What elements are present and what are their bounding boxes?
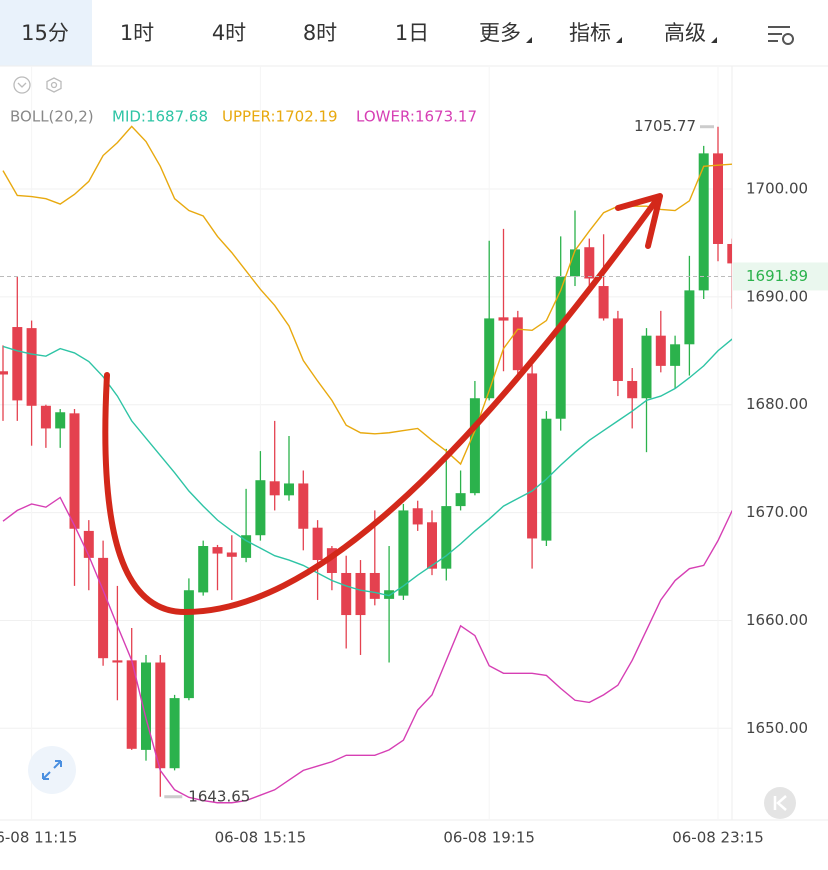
candle-body xyxy=(55,412,66,429)
candle-body xyxy=(284,483,294,496)
y-tick-label: 1660.00 xyxy=(746,611,808,629)
candle-body xyxy=(713,153,723,244)
candle-body xyxy=(455,493,466,507)
candle-body xyxy=(169,698,180,769)
boll-line xyxy=(2,496,732,804)
x-tick-label: 06-08 23:15 xyxy=(672,829,764,847)
tab[interactable]: 1时 xyxy=(120,21,154,45)
candle-body xyxy=(198,546,209,593)
candle-body xyxy=(484,318,495,399)
candle-body xyxy=(183,590,194,699)
candle-body xyxy=(26,328,37,406)
tab[interactable]: 更多 xyxy=(479,21,521,45)
x-tick-label: 06-08 15:15 xyxy=(215,829,307,847)
candle-body xyxy=(727,243,732,264)
candle-body xyxy=(312,527,323,561)
trend-arrow xyxy=(102,195,661,616)
candle-body xyxy=(655,335,666,366)
y-tick-label: 1650.00 xyxy=(746,719,808,737)
legend-entry: MID:1687.68 xyxy=(112,108,208,126)
tab[interactable]: 4时 xyxy=(212,21,246,45)
panel-icons[interactable] xyxy=(13,76,62,94)
candle-body xyxy=(298,483,309,529)
candle-body xyxy=(83,530,94,558)
candle-body xyxy=(369,572,380,599)
min-label: 1643.65 xyxy=(188,787,250,805)
candle-body xyxy=(627,380,638,399)
candle-body xyxy=(570,249,580,277)
back-to-latest-button[interactable] xyxy=(764,787,796,819)
last-price-tag xyxy=(733,262,828,291)
candle-body xyxy=(641,335,652,399)
candle-body xyxy=(412,508,423,525)
x-tick-label: 06-08 19:15 xyxy=(443,829,535,847)
candle-body xyxy=(612,318,623,381)
candle-body xyxy=(355,572,366,616)
candle-body xyxy=(112,660,123,663)
x-tick-label: 06-08 11:15 xyxy=(0,829,77,847)
settings-icon[interactable] xyxy=(768,26,794,45)
boll-line xyxy=(2,125,732,466)
candle-body xyxy=(384,590,395,599)
dropdown-caret xyxy=(711,37,717,43)
expand-button[interactable] xyxy=(28,746,76,794)
candle-body xyxy=(126,660,137,749)
candle-body xyxy=(0,371,8,375)
candle-body xyxy=(427,522,437,569)
y-tick-label: 1680.00 xyxy=(746,395,808,413)
legend-entry: UPPER:1702.19 xyxy=(222,108,338,126)
candle-body xyxy=(12,327,23,401)
trend-arrowhead xyxy=(615,193,663,249)
last-price-label: 1691.89 xyxy=(746,267,808,285)
tab[interactable]: 1日 xyxy=(395,21,429,45)
candle-body xyxy=(684,290,695,345)
y-tick-label: 1670.00 xyxy=(746,503,808,521)
tab[interactable]: 15分 xyxy=(21,21,69,45)
overlay: 1691.89 1705.77 1643.65 xyxy=(0,117,828,805)
boll-line xyxy=(2,338,732,597)
tab[interactable]: 8时 xyxy=(303,21,337,45)
candle-body xyxy=(441,506,452,569)
legend-entry: LOWER:1673.17 xyxy=(356,108,477,126)
candle-body xyxy=(269,481,280,496)
y-tick-label: 1690.00 xyxy=(746,287,808,305)
dropdown-caret xyxy=(616,37,622,43)
candle-body xyxy=(398,510,409,596)
y-tick-label: 1700.00 xyxy=(746,179,808,197)
candle-body xyxy=(212,547,223,554)
indicator-label: BOLL(20,2) xyxy=(10,108,94,126)
plot xyxy=(0,125,732,804)
max-label: 1705.77 xyxy=(634,117,696,135)
candle-body xyxy=(69,413,80,529)
candle-body xyxy=(469,398,480,494)
candle-body xyxy=(226,552,237,557)
tab[interactable]: 高级 xyxy=(664,21,706,45)
dropdown-caret xyxy=(526,37,532,43)
candle-body xyxy=(141,662,151,750)
candle-body xyxy=(326,548,337,573)
candle-body xyxy=(527,373,538,539)
tab-selected-bg xyxy=(0,0,92,66)
candle-body xyxy=(40,405,51,429)
candle-body xyxy=(584,247,595,279)
tab[interactable]: 指标 xyxy=(569,21,611,45)
candle-body xyxy=(698,153,709,291)
candle-body xyxy=(241,535,252,558)
candle-body xyxy=(498,317,509,321)
candle-body xyxy=(155,662,166,769)
candle-body xyxy=(598,286,609,319)
candle-body xyxy=(341,572,352,616)
candle-body xyxy=(98,557,109,659)
candle-body xyxy=(512,317,523,371)
candle-body xyxy=(255,480,266,536)
candle-body xyxy=(670,344,681,366)
candle-body xyxy=(555,276,566,419)
